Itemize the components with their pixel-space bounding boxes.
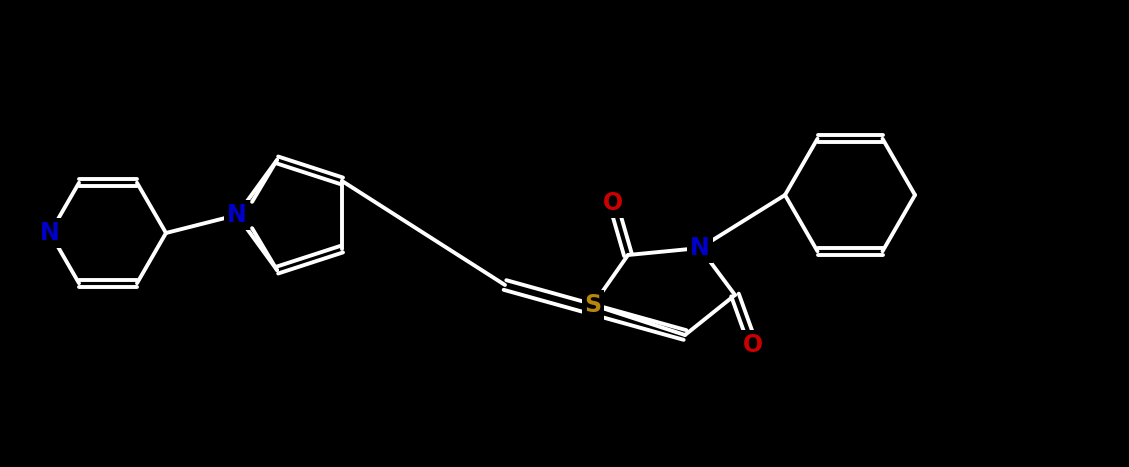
Text: S: S <box>585 293 602 317</box>
Text: N: N <box>690 236 710 260</box>
Text: O: O <box>603 191 623 215</box>
Text: O: O <box>743 333 763 357</box>
Text: N: N <box>41 221 60 245</box>
Text: N: N <box>227 203 247 227</box>
